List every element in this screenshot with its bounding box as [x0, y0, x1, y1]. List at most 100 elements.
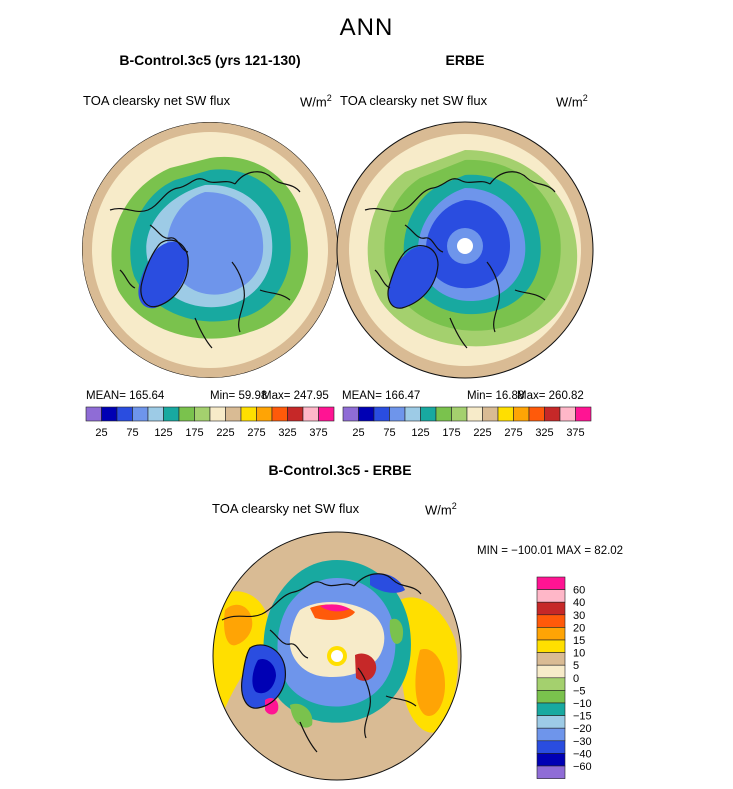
panel2-map — [337, 122, 593, 378]
panel1-band-100 — [167, 192, 264, 295]
panel3-colorbar-tick-label: −60 — [573, 761, 592, 773]
panel1-mean: MEAN= 165.64 — [86, 390, 165, 402]
panel2-colorbar-swatch — [528, 406, 545, 422]
panel2-colorbar-swatch — [342, 406, 359, 422]
panel2-colorbar-swatch — [466, 406, 483, 422]
panel2-colorbar-swatch — [544, 406, 561, 422]
panel2-colorbar-swatch — [373, 406, 390, 422]
panel3-colorbar-tick-label: 5 — [573, 660, 579, 672]
panel2-colorbar-tick-label: 225 — [473, 427, 491, 439]
panel1-map — [82, 122, 338, 378]
panel1-colorbar-swatch — [132, 406, 149, 422]
panel2-colorbar-swatch — [575, 406, 592, 422]
panel3-colorbar-swatch — [536, 614, 566, 628]
panel2-units: W/m2 — [556, 93, 588, 110]
panel2-colorbar-tick-label: 325 — [535, 427, 553, 439]
panel1-colorbar-tick-label: 225 — [216, 427, 234, 439]
panel3-colorbar-swatch — [536, 627, 566, 641]
panel3-subtitle: TOA clearsky net SW flux — [212, 501, 360, 516]
panel2-mean: MEAN= 166.47 — [342, 390, 421, 402]
panel2-colorbar-tick-label: 25 — [352, 427, 364, 439]
panel3-colorbar-swatch — [536, 702, 566, 716]
panel2-colorbar-swatch — [420, 406, 437, 422]
panel1-colorbar-swatch — [318, 406, 335, 422]
panel2-colorbar-swatch — [404, 406, 421, 422]
panel3-colorbar-tick-label: −20 — [573, 723, 592, 735]
panel2-colorbar: 25 75 125 175 225 275 325 375 — [342, 406, 592, 439]
panel3-minmax: MIN = −100.01 MAX = 82.02 — [477, 545, 624, 557]
panel2-colorbar-swatch — [451, 406, 468, 422]
panel1-colorbar-tick-label: 275 — [247, 427, 265, 439]
panel2-greenland — [388, 246, 438, 309]
panel3-colorbar-tick-label: 20 — [573, 622, 585, 634]
panel3-colorbar-tick-label: 15 — [573, 635, 585, 647]
panel3-colorbar-swatch — [536, 652, 566, 666]
panel3-colorbar-tick-label: 10 — [573, 648, 585, 660]
panel1-colorbar-swatch — [287, 406, 304, 422]
panel2-colorbar-swatch — [389, 406, 406, 422]
panel1-colorbar-swatch — [225, 406, 242, 422]
panel1-max: Max= 247.95 — [262, 390, 329, 402]
panel1-min: Min= 59.98 — [210, 390, 268, 402]
panel3-title: B-Control.3c5 - ERBE — [268, 462, 412, 478]
panel3-colorbar-swatch — [536, 753, 566, 767]
panel2-border — [336, 121, 594, 379]
panel2-subtitle: TOA clearsky net SW flux — [340, 93, 488, 108]
panel2-colorbar-swatch — [497, 406, 514, 422]
panel1-colorbar-swatch — [240, 406, 257, 422]
panel3-colorbar-tick-label: −40 — [573, 748, 592, 760]
panel1-colorbar-swatch — [271, 406, 288, 422]
panel2-coastlines — [364, 171, 556, 349]
panel2-colorbar-tick-label: 125 — [411, 427, 429, 439]
panel1-coastlines — [109, 171, 301, 349]
panel1-colorbar-swatch — [101, 406, 118, 422]
panel1-colorbar-tick-label: 375 — [309, 427, 327, 439]
panel3-colorbar-tick-label: −30 — [573, 736, 592, 748]
panel3-colorbar-swatch — [536, 601, 566, 616]
panel3-pole-hole — [331, 650, 343, 662]
panel2-colorbar-tick-label: 375 — [566, 427, 584, 439]
panel1-colorbar-swatch — [178, 406, 195, 422]
panel1-colorbar-swatch — [256, 406, 273, 422]
panel2-colorbar-swatch — [559, 406, 576, 422]
panel2-min: Min= 16.88 — [467, 390, 525, 402]
panel2-colorbar-swatch — [482, 406, 499, 422]
panel2-title: ERBE — [445, 52, 485, 68]
panel1-title: B-Control.3c5 (yrs 121-130) — [119, 52, 301, 68]
panel2-pole-hole — [457, 238, 473, 254]
panel3-colorbar-swatch — [536, 765, 566, 779]
panel3-colorbar-swatch — [536, 677, 566, 691]
panel3-colorbar-tick-label: 0 — [573, 673, 579, 685]
panel1-colorbar-tick-label: 175 — [185, 427, 203, 439]
panel1-colorbar-swatch — [116, 406, 133, 422]
figure-title: ANN — [339, 14, 394, 41]
panel2-colorbar-swatch — [513, 406, 530, 422]
panel1-colorbar-swatch — [147, 406, 164, 422]
panel3-colorbar-swatch — [536, 715, 566, 729]
panel2-colorbar-swatch — [435, 406, 452, 422]
panel2-colorbar-swatch — [358, 406, 375, 422]
panel3-coastlines — [221, 573, 422, 753]
panel2-colorbar-tick-label: 75 — [383, 427, 395, 439]
panel1-colorbar-swatch — [163, 406, 180, 422]
panel3-colorbar-tick-label: −5 — [573, 685, 586, 697]
panel3-colorbar-swatch — [536, 639, 566, 653]
panel3-colorbar-swatch — [536, 690, 566, 704]
panel2-colorbar-tick-label: 275 — [504, 427, 522, 439]
panel2-colorbar-tick-label: 175 — [442, 427, 460, 439]
panel3-border — [212, 531, 462, 781]
panel1-colorbar-swatch — [209, 406, 226, 422]
panel1-colorbar-swatch — [194, 406, 211, 422]
panel3-units: W/m2 — [425, 501, 457, 518]
panel3-colorbar-swatch — [536, 664, 566, 679]
panel3-colorbar-tick-label: −15 — [573, 711, 592, 723]
panel3-colorbar-tick-label: 40 — [573, 597, 585, 609]
panel3-colorbar-tick-label: 60 — [573, 585, 585, 597]
panel1-colorbar: 25 75 125 175 225 275 325 375 — [85, 406, 335, 439]
panel3-colorbar-swatch — [536, 727, 566, 742]
panel3-colorbar-swatch — [536, 576, 566, 590]
panel1-units: W/m2 — [300, 93, 332, 110]
panel1-colorbar-swatch — [85, 406, 102, 422]
panel1-colorbar-tick-label: 75 — [126, 427, 138, 439]
